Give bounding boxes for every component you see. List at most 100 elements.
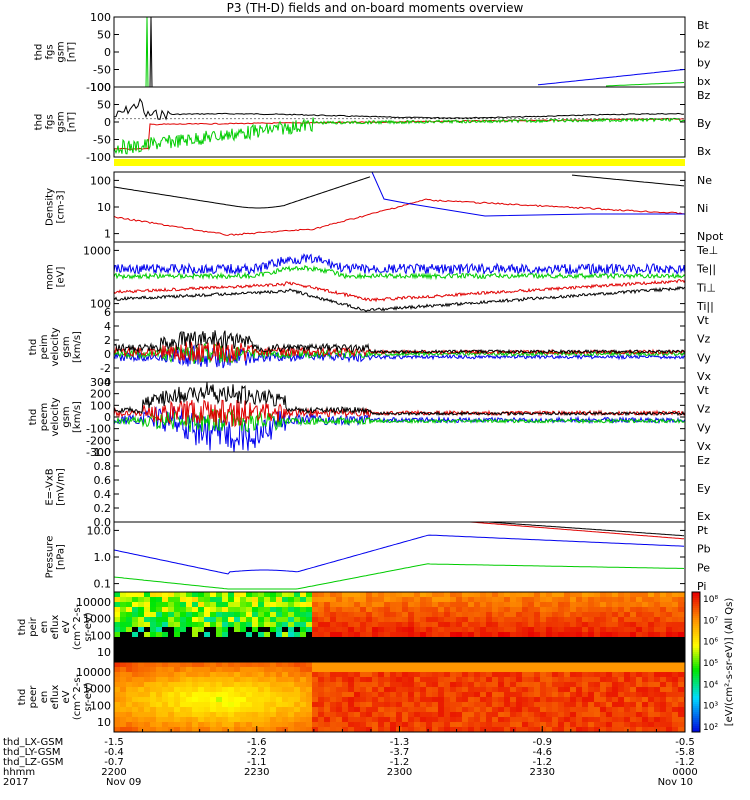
- spectrogram-peir-cell: [330, 657, 336, 662]
- spectrogram-peir-cell: [618, 617, 624, 622]
- spectrogram-peir-cell: [540, 637, 546, 642]
- spectrogram-peir-cell: [354, 642, 360, 647]
- spectrogram-peir-cell: [246, 627, 252, 632]
- ytick-label-peim-velocity-2: 2: [104, 334, 111, 347]
- spectrogram-peer-cell: [264, 712, 270, 717]
- spectrogram-peer-cell: [264, 722, 270, 727]
- spectrogram-peer-cell: [192, 672, 198, 677]
- spectrogram-peir-cell: [438, 657, 444, 662]
- spectrogram-peir-cell: [186, 637, 192, 642]
- spectrogram-peir-cell: [654, 642, 660, 647]
- spectrogram-peer-cell: [162, 722, 168, 727]
- spectrogram-peer-cell: [258, 662, 264, 667]
- spectrogram-peer-cell: [240, 702, 246, 707]
- spectrogram-peer-cell: [306, 727, 312, 732]
- spectrogram-peir-cell: [630, 622, 636, 627]
- spectrogram-peir-cell: [522, 622, 528, 627]
- ylabel-line-efield-0: E=-VxB: [45, 468, 56, 505]
- spectrogram-peer-cell: [456, 707, 462, 712]
- spectrogram-peir-cell: [324, 602, 330, 607]
- spectrogram-peir-cell: [456, 657, 462, 662]
- spectrogram-peir-cell: [504, 657, 510, 662]
- spectrogram-peer-cell: [252, 682, 258, 687]
- xaxis-col-4-row-4: Nov 10: [658, 777, 693, 788]
- spectrogram-peir-cell: [516, 597, 522, 602]
- spectrogram-peer-cell: [414, 712, 420, 717]
- spectrogram-peer-cell: [288, 712, 294, 717]
- spectrogram-peer-cell: [174, 662, 180, 667]
- spectrogram-peer-cell: [618, 667, 624, 672]
- spectrogram-peir-cell: [252, 617, 258, 622]
- spectrogram-peir-cell: [372, 647, 378, 652]
- spectrogram-peir-cell: [180, 597, 186, 602]
- spectrogram-peir-cell: [576, 597, 582, 602]
- spectrogram-peer-cell: [366, 667, 372, 672]
- spectrogram-peir-cell: [624, 602, 630, 607]
- spectrogram-peer-cell: [114, 677, 120, 682]
- spectrogram-peir-cell: [204, 592, 210, 597]
- spectrogram-peer-cell: [576, 702, 582, 707]
- spectrogram-peir-cell: [150, 612, 156, 617]
- spectrogram-peir-cell: [534, 622, 540, 627]
- spectrogram-peir-cell: [156, 607, 162, 612]
- spectrogram-peer-cell: [126, 667, 132, 672]
- spectrogram-peer-cell: [612, 697, 618, 702]
- spectrogram-peer-cell: [270, 712, 276, 717]
- spectrogram-peer-cell: [480, 702, 486, 707]
- spectrogram-peir-cell: [456, 647, 462, 652]
- spectrogram-peer-cell: [558, 677, 564, 682]
- spectrogram-peer-cell: [276, 727, 282, 732]
- spectrogram-peir-cell: [222, 652, 228, 657]
- spectrogram-peer-cell: [228, 717, 234, 722]
- spectrogram-peir-cell: [174, 622, 180, 627]
- spectrogram-peer-cell: [168, 697, 174, 702]
- spectrogram-peir-cell: [300, 607, 306, 612]
- spectrogram-peir-cell: [498, 607, 504, 612]
- spectrogram-peer-cell: [402, 667, 408, 672]
- spectrogram-peir-cell: [360, 617, 366, 622]
- spectrogram-peer-cell: [582, 697, 588, 702]
- spectrogram-peir-cell: [210, 657, 216, 662]
- ytick-label-peir-spectrogram-0: 10000: [76, 596, 111, 609]
- spectrogram-peer-cell: [678, 727, 684, 732]
- colorbar-cell: [692, 722, 700, 724]
- spectrogram-peir-cell: [402, 657, 408, 662]
- colorbar-cell: [692, 666, 700, 668]
- spectrogram-peir-cell: [324, 592, 330, 597]
- spectrogram-peir-cell: [258, 597, 264, 602]
- spectrogram-peer-cell: [366, 722, 372, 727]
- spectrogram-peer-cell: [282, 687, 288, 692]
- spectrogram-peir-cell: [336, 607, 342, 612]
- spectrogram-peir-cell: [552, 637, 558, 642]
- spectrogram-peer-cell: [594, 712, 600, 717]
- spectrogram-peer-cell: [216, 702, 222, 707]
- spectrogram-peer-cell: [492, 722, 498, 727]
- spectrogram-peer-cell: [234, 702, 240, 707]
- spectrogram-peer-cell: [198, 722, 204, 727]
- spectrogram-peer-cell: [678, 712, 684, 717]
- spectrogram-peer-cell: [276, 717, 282, 722]
- spectrogram-peir-cell: [498, 612, 504, 617]
- spectrogram-peir-cell: [300, 652, 306, 657]
- spectrogram-peer-cell: [366, 697, 372, 702]
- spectrogram-peir-cell: [474, 607, 480, 612]
- spectrogram-peir-cell: [282, 652, 288, 657]
- spectrogram-peir-cell: [600, 602, 606, 607]
- spectrogram-peer-cell: [432, 707, 438, 712]
- spectrogram-peir-cell: [192, 657, 198, 662]
- spectrogram-peer-cell: [264, 702, 270, 707]
- spectrogram-peer-cell: [360, 692, 366, 697]
- spectrogram-peer-cell: [462, 697, 468, 702]
- spectrogram-peer-cell: [408, 712, 414, 717]
- spectrogram-peer-cell: [654, 727, 660, 732]
- spectrogram-peer-cell: [576, 717, 582, 722]
- spectrogram-peer-cell: [402, 677, 408, 682]
- spectrogram-peer-cell: [414, 707, 420, 712]
- spectrogram-peer-cell: [216, 712, 222, 717]
- spectrogram-peer-cell: [330, 677, 336, 682]
- spectrogram-peer-cell: [258, 702, 264, 707]
- spectrogram-peir-cell: [666, 592, 672, 597]
- spectrogram-peer-cell: [300, 727, 306, 732]
- spectrogram-peir-cell: [378, 647, 384, 652]
- spectrogram-peir-cell: [312, 627, 318, 632]
